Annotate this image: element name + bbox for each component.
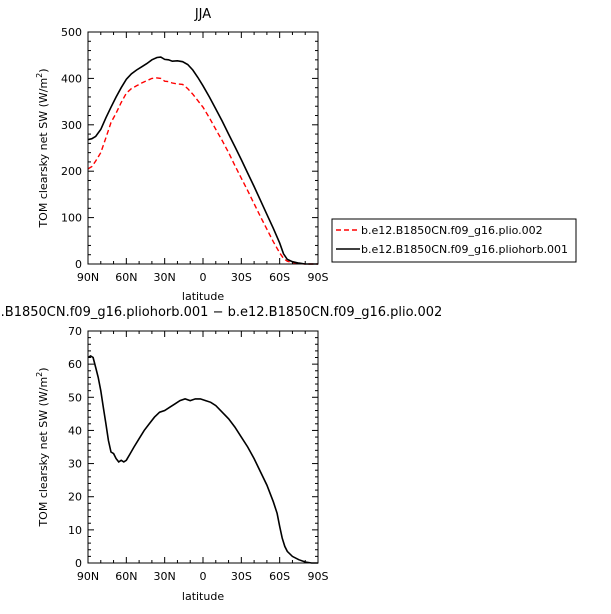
top-x-tick-label: 60S (269, 271, 290, 284)
bottom-y-tick-label: 20 (68, 491, 82, 504)
top-y-tick-label: 300 (61, 119, 82, 132)
bottom-series-line-1 (87, 354, 318, 564)
bottom-x-tick-label: 90S (308, 570, 329, 583)
top-y-axis-label-exponent: 2 (35, 73, 44, 78)
bottom-ticks (87, 330, 319, 564)
bottom-y-tick-labels: 0 10 20 30 40 50 60 70 (68, 325, 82, 570)
legend-box (331, 218, 577, 263)
legend-label-plio: b.e12.B1850CN.f09_g16.plio.002 (361, 224, 543, 237)
top-y-tick-label: 100 (61, 212, 82, 225)
bottom-x-tick-label: 60N (115, 570, 137, 583)
top-plot-frame (87, 31, 319, 265)
top-y-tick-labels: 0 100 200 300 400 500 (61, 26, 82, 271)
top-panel-title: JJA (194, 7, 211, 22)
bottom-y-tick-label: 30 (68, 458, 82, 471)
bottom-y-tick-label: 60 (68, 358, 82, 371)
bottom-x-tick-label: 90N (77, 570, 99, 583)
bottom-y-tick-label: 50 (68, 391, 82, 404)
bottom-y-axis-label-exponent: 2 (35, 372, 44, 377)
bottom-y-tick-label: 0 (75, 557, 82, 570)
top-y-axis-label-main: TOM clearsky net SW (W/m (37, 78, 50, 229)
top-y-tick-label: 400 (61, 72, 82, 85)
top-series-line-2 (87, 56, 318, 265)
top-x-tick-label: 30N (154, 271, 176, 284)
top-y-axis-label-close: ) (37, 68, 50, 72)
bottom-x-tick-label: 30S (231, 570, 252, 583)
bottom-x-tick-label: 60S (269, 570, 290, 583)
bottom-x-tick-label: 30N (154, 570, 176, 583)
top-x-axis-label: latitude (182, 290, 224, 303)
top-y-tick-label: 200 (61, 165, 82, 178)
top-panel: JJA 0 100 200 300 400 500 90N 60N 30N 0 30S 60S 90S… (35, 7, 329, 303)
bottom-y-axis-label: TOM clearsky net SW (W/m2) (35, 367, 50, 527)
bottom-y-axis-label-main: TOM clearsky net SW (W/m (37, 377, 50, 528)
bottom-y-axis-label-close: ) (37, 367, 50, 371)
top-series-line-1 (87, 77, 318, 265)
top-x-tick-label: 90S (308, 271, 329, 284)
top-x-tick-label: 0 (200, 271, 207, 284)
top-x-tick-label: 60N (115, 271, 137, 284)
top-x-tick-label: 90N (77, 271, 99, 284)
bottom-y-tick-label: 70 (68, 325, 82, 338)
bottom-plot-frame (87, 330, 319, 564)
bottom-x-tick-labels: 90N 60N 30N 0 30S 60S 90S (77, 570, 329, 583)
bottom-panel-title: b.e12.B1850CN.f09_g16.pliohorb.001 − b.e… (0, 305, 442, 320)
top-ticks (87, 31, 319, 265)
bottom-y-tick-label: 10 (68, 524, 82, 537)
top-y-axis-label: TOM clearsky net SW (W/m2) (35, 68, 50, 228)
top-y-tick-label: 500 (61, 26, 82, 39)
bottom-y-tick-label: 40 (68, 424, 82, 437)
bottom-x-tick-label: 0 (200, 570, 207, 583)
top-y-tick-label: 0 (75, 258, 82, 271)
legend: b.e12.B1850CN.f09_g16.plio.002 b.e12.B18… (331, 218, 577, 263)
top-x-tick-label: 30S (231, 271, 252, 284)
top-x-tick-labels: 90N 60N 30N 0 30S 60S 90S (77, 271, 329, 284)
top-plot-lines (87, 56, 318, 265)
bottom-panel: b.e12.B1850CN.f09_g16.pliohorb.001 − b.e… (0, 305, 442, 603)
legend-label-pliohorb: b.e12.B1850CN.f09_g16.pliohorb.001 (361, 243, 568, 256)
bottom-x-axis-label: latitude (182, 590, 224, 603)
bottom-plot-lines (87, 354, 318, 564)
